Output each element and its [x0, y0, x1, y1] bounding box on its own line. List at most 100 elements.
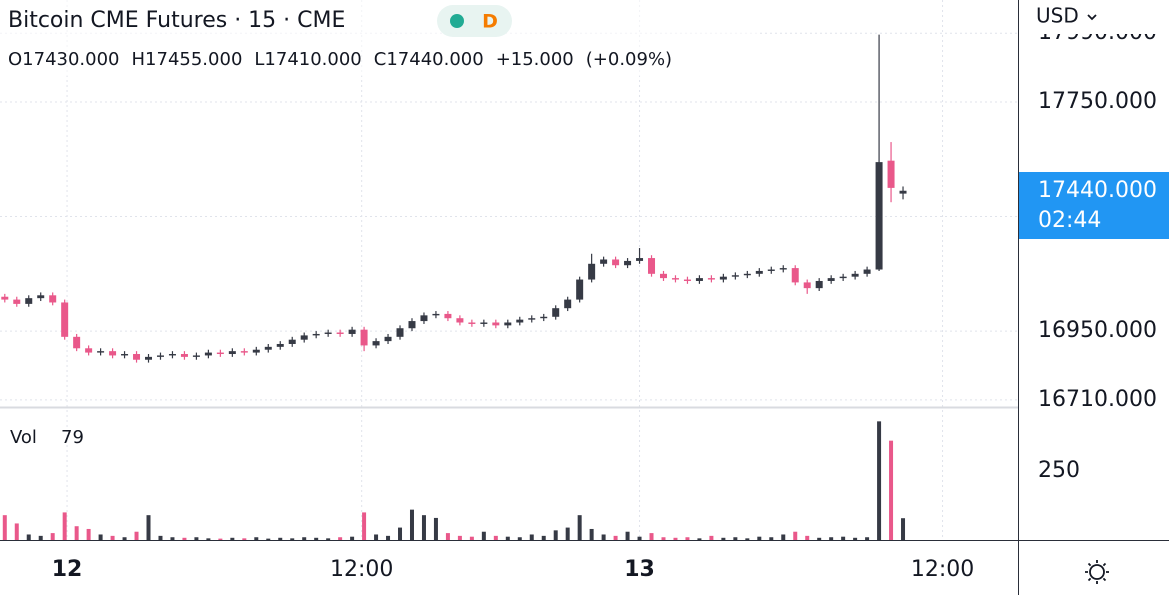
candle-body — [815, 280, 823, 289]
candle-body — [97, 351, 105, 353]
volume-bar — [38, 535, 43, 540]
volume-bar — [733, 537, 738, 540]
candle-body — [25, 298, 33, 304]
volume-label: Vol — [10, 427, 37, 448]
candle-body — [360, 329, 368, 346]
candle-body — [204, 352, 212, 356]
candle-body — [348, 329, 356, 334]
candle-body — [803, 282, 811, 289]
candle-body — [492, 322, 500, 326]
legend-item: C17440.000 — [374, 49, 484, 70]
candle-body — [396, 328, 404, 337]
y-tick-label: 16950.000 — [1038, 318, 1157, 343]
candle-body — [300, 335, 308, 340]
volume-bar — [433, 517, 438, 540]
volume-bar — [421, 515, 426, 540]
volume-bar — [362, 512, 367, 540]
volume-bar — [649, 533, 654, 540]
currency-chevron[interactable] — [1087, 14, 1097, 21]
candle-body — [612, 259, 620, 266]
candle-body — [827, 278, 835, 281]
legend-item: O17430.000 — [8, 49, 120, 70]
legend-item: +15.000 — [496, 49, 574, 70]
candle-body — [49, 295, 57, 303]
volume-bar — [386, 535, 391, 540]
volume-bar — [266, 538, 271, 540]
volume-bar — [218, 538, 223, 540]
countdown: 02:44 — [1038, 208, 1101, 233]
volume-bar — [673, 537, 678, 540]
volume-bar — [829, 537, 834, 540]
candle-body — [1, 296, 9, 300]
volume-bar — [685, 537, 690, 540]
candle-body — [839, 276, 847, 279]
volume-bar — [338, 537, 343, 540]
last-price: 17440.000 — [1038, 178, 1157, 203]
candle-body — [37, 295, 45, 299]
candle-body — [73, 336, 81, 349]
grid — [0, 0, 1018, 540]
x-tick-label: 13 — [624, 557, 655, 582]
candle-body — [504, 322, 512, 326]
candle-body — [312, 333, 320, 336]
candle-body — [624, 260, 632, 266]
candle-body — [743, 273, 751, 276]
volume-bar — [206, 538, 211, 540]
currency[interactable]: USD — [1036, 4, 1079, 28]
volume-bar — [889, 440, 894, 540]
candle-body — [324, 332, 332, 334]
candle-body — [444, 313, 452, 319]
candle-body — [636, 258, 644, 261]
candle-body — [480, 322, 488, 324]
candle-body — [516, 319, 524, 323]
candle-body — [384, 336, 392, 342]
volume-bar — [577, 515, 582, 540]
volume-bar — [74, 526, 79, 540]
volume-bar — [194, 537, 199, 540]
status-pill[interactable] — [437, 5, 512, 37]
settings-spokes[interactable] — [1085, 560, 1109, 584]
volume-bar — [62, 512, 67, 540]
volume-bar — [26, 534, 31, 540]
volume-bar — [661, 537, 666, 540]
candle-body — [731, 275, 739, 277]
candle-body — [576, 279, 584, 300]
volume-bar — [901, 518, 906, 540]
volume-bar — [637, 536, 642, 540]
candle-body — [767, 269, 775, 271]
candle-body — [707, 278, 715, 280]
volume-bar — [793, 531, 798, 540]
volume-bar — [721, 537, 726, 540]
volume-bar — [50, 533, 55, 540]
settings-gear[interactable] — [1089, 564, 1105, 580]
settings-icon[interactable] — [1085, 560, 1109, 584]
candle-body — [600, 259, 608, 264]
volume-bar — [409, 509, 414, 540]
volume-bar — [98, 534, 103, 540]
candle-body — [468, 322, 476, 324]
volume-bar — [757, 536, 762, 540]
marks — [1, 34, 907, 540]
candle-body — [109, 351, 117, 356]
volume-bar — [601, 534, 606, 540]
volume-bar — [302, 537, 307, 540]
candle-body — [85, 348, 93, 353]
volume-bar — [182, 537, 187, 540]
volume-bar — [457, 535, 462, 540]
y-tick-label: 17750.000 — [1038, 89, 1157, 114]
volume-bar — [709, 535, 714, 540]
volume-bar — [86, 528, 91, 540]
volume-bar — [2, 515, 7, 540]
candle-body — [779, 268, 787, 270]
ohlc-legend: O17430.000 H17455.000 L17410.000 C17440.000… — [8, 49, 672, 70]
volume-bar — [769, 537, 774, 540]
volume-bar — [625, 531, 630, 540]
volume-bar — [493, 535, 498, 540]
x-tick-label: 12:00 — [911, 557, 974, 582]
candle-body — [683, 279, 691, 281]
volume-bar — [817, 537, 822, 540]
volume-bar — [230, 537, 235, 540]
